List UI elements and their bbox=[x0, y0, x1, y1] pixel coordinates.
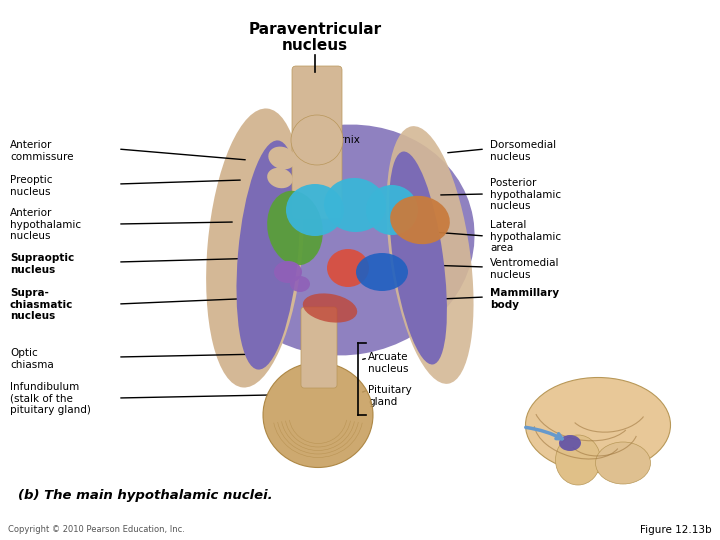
Text: Anterior
commissure: Anterior commissure bbox=[10, 140, 73, 161]
Ellipse shape bbox=[559, 435, 581, 451]
Text: Fornix: Fornix bbox=[328, 135, 360, 145]
Ellipse shape bbox=[556, 435, 600, 485]
Text: nucleus: nucleus bbox=[282, 38, 348, 53]
Ellipse shape bbox=[356, 253, 408, 291]
Ellipse shape bbox=[274, 261, 302, 283]
Text: Posterior
hypothalamic
nucleus: Posterior hypothalamic nucleus bbox=[490, 178, 561, 211]
Ellipse shape bbox=[526, 377, 670, 472]
Ellipse shape bbox=[389, 152, 447, 364]
Ellipse shape bbox=[267, 168, 293, 188]
Ellipse shape bbox=[366, 185, 418, 235]
Ellipse shape bbox=[303, 293, 357, 322]
Text: Dorsomedial
nucleus: Dorsomedial nucleus bbox=[490, 140, 556, 161]
Text: Lateral
hypothalamic
area: Lateral hypothalamic area bbox=[490, 220, 561, 253]
Text: Paraventricular: Paraventricular bbox=[248, 22, 382, 37]
FancyBboxPatch shape bbox=[292, 66, 342, 219]
Ellipse shape bbox=[267, 191, 323, 265]
Text: (b) The main hypothalamic nuclei.: (b) The main hypothalamic nuclei. bbox=[18, 489, 273, 502]
Ellipse shape bbox=[324, 178, 386, 232]
Text: Mammillary
body: Mammillary body bbox=[490, 288, 559, 309]
Ellipse shape bbox=[286, 184, 344, 236]
Text: Pituitary
gland: Pituitary gland bbox=[368, 385, 412, 407]
Ellipse shape bbox=[269, 146, 296, 170]
Text: Optic
chiasma: Optic chiasma bbox=[10, 348, 54, 369]
Text: Supra-
chiasmatic
nucleus: Supra- chiasmatic nucleus bbox=[10, 288, 73, 321]
Text: Supraoptic
nucleus: Supraoptic nucleus bbox=[10, 253, 74, 275]
Text: Preoptic
nucleus: Preoptic nucleus bbox=[10, 175, 53, 197]
Text: Ventromedial
nucleus: Ventromedial nucleus bbox=[490, 258, 559, 280]
Text: Anterior
hypothalamic
nucleus: Anterior hypothalamic nucleus bbox=[10, 208, 81, 241]
Ellipse shape bbox=[263, 362, 373, 468]
Text: Infundibulum
(stalk of the
pituitary gland): Infundibulum (stalk of the pituitary gla… bbox=[10, 382, 91, 415]
Ellipse shape bbox=[215, 125, 474, 355]
Ellipse shape bbox=[595, 442, 650, 484]
Ellipse shape bbox=[390, 196, 450, 244]
FancyBboxPatch shape bbox=[301, 307, 337, 388]
Ellipse shape bbox=[206, 109, 304, 388]
Ellipse shape bbox=[236, 140, 300, 369]
Text: Copyright © 2010 Pearson Education, Inc.: Copyright © 2010 Pearson Education, Inc. bbox=[8, 525, 185, 535]
Ellipse shape bbox=[387, 126, 474, 384]
Text: Figure 12.13b: Figure 12.13b bbox=[640, 525, 712, 535]
Text: Arcuate
nucleus: Arcuate nucleus bbox=[368, 352, 408, 374]
Ellipse shape bbox=[290, 276, 310, 292]
Ellipse shape bbox=[291, 115, 343, 165]
Ellipse shape bbox=[327, 249, 369, 287]
